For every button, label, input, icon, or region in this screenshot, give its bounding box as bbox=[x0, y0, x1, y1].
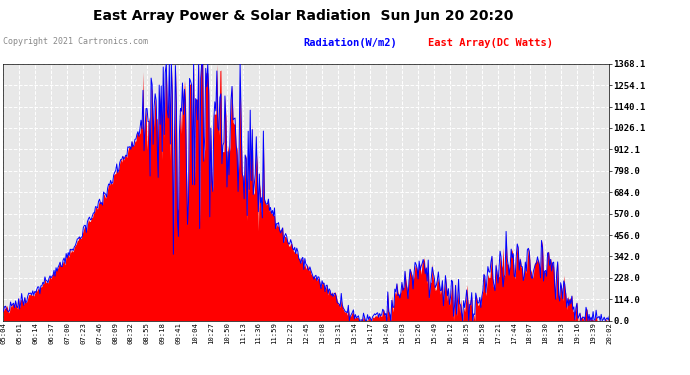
Text: Radiation(W/m2): Radiation(W/m2) bbox=[304, 38, 397, 48]
Text: East Array(DC Watts): East Array(DC Watts) bbox=[428, 38, 553, 48]
Text: Copyright 2021 Cartronics.com: Copyright 2021 Cartronics.com bbox=[3, 38, 148, 46]
Text: East Array Power & Solar Radiation  Sun Jun 20 20:20: East Array Power & Solar Radiation Sun J… bbox=[93, 9, 514, 23]
